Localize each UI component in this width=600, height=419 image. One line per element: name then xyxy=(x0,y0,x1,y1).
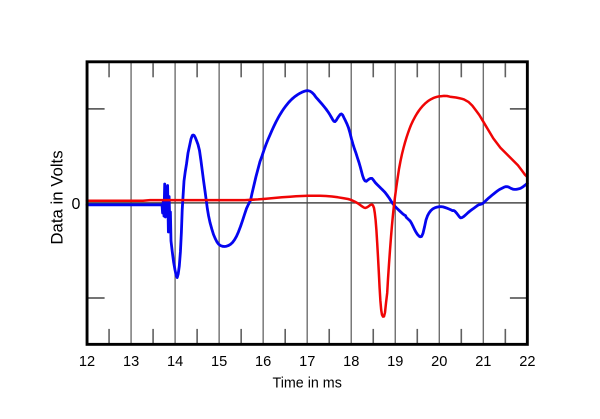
svg-text:19: 19 xyxy=(387,354,403,370)
svg-text:21: 21 xyxy=(475,354,491,370)
svg-text:16: 16 xyxy=(255,354,271,370)
svg-text:13: 13 xyxy=(123,354,139,370)
svg-text:15: 15 xyxy=(211,354,227,370)
svg-text:17: 17 xyxy=(299,354,315,370)
svg-text:Time in ms: Time in ms xyxy=(273,376,342,392)
svg-text:Data in Volts: Data in Volts xyxy=(48,150,67,244)
svg-text:0: 0 xyxy=(71,196,80,213)
svg-text:20: 20 xyxy=(431,354,447,370)
svg-text:14: 14 xyxy=(167,354,183,370)
svg-text:22: 22 xyxy=(519,354,535,370)
svg-text:12: 12 xyxy=(79,354,95,370)
svg-text:18: 18 xyxy=(343,354,359,370)
